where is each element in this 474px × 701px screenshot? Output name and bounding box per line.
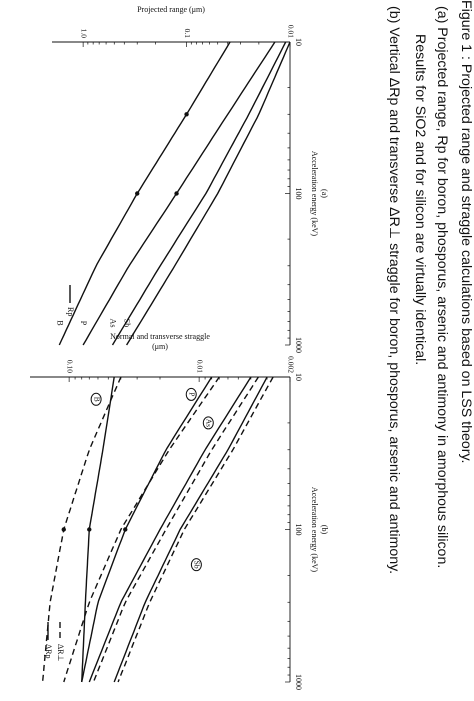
value-tick-label: 0.01 — [286, 25, 295, 38]
value-tick-label: 0.002 — [286, 356, 295, 373]
energy-axis-title: Acceleration energy (keV) — [310, 487, 319, 572]
series-label-b: B — [55, 320, 64, 325]
series-line-sb-solid — [113, 376, 268, 683]
caption-title: Figure 1 : Projected range and straggle … — [458, 0, 474, 464]
curve-label-ring — [90, 392, 102, 406]
energy-tick-label: 1000 — [294, 337, 303, 353]
series-line-b-solid — [58, 41, 231, 346]
energy-axis-title: Acceleration energy (keV) — [310, 151, 319, 236]
series-line-as-dashed — [92, 376, 259, 683]
curve-label-ring — [190, 558, 202, 572]
legend-label: ΔRp — [44, 644, 53, 658]
series-label-p: P — [79, 321, 88, 326]
data-point-marker — [61, 527, 66, 532]
series-line-as-solid — [88, 376, 252, 683]
value-tick-label: 0.01 — [195, 360, 204, 373]
series-label-as: As — [109, 319, 118, 328]
data-point-marker — [174, 191, 179, 196]
curve-label-ring — [185, 387, 197, 401]
figure-caption: Figure 1 : Projected range and straggle … — [344, 0, 474, 696]
chart-panel-b: 10 100 1000 0.002 0.01 0.10 Acceleration energ… — [30, 332, 329, 690]
series-line-p-solid — [81, 376, 213, 683]
curve-label-ring — [202, 416, 214, 430]
series-line-b-solid — [81, 376, 115, 683]
caption-item-b: (b) Vertical ΔRp and transverse ΔR⊥ stra… — [386, 6, 402, 575]
series-line-sb-dashed — [117, 376, 274, 683]
data-point-marker — [184, 112, 189, 117]
caption-item-a: (a) Projected range, Rp for boron, phosp… — [434, 6, 450, 569]
value-axis-title: (μm) — [152, 342, 168, 351]
series-line-p-dashed — [63, 376, 220, 683]
energy-tick-label: 10 — [294, 38, 303, 46]
series-line-sb-solid — [126, 41, 291, 346]
series-label-sb: Sb — [123, 319, 132, 327]
curve-label-p: P — [188, 392, 197, 396]
caption-item-a-note: Results for SiO2 and for silicon are vir… — [412, 34, 428, 366]
curve-label-as: As — [205, 419, 214, 427]
energy-tick-label: 1000 — [294, 674, 303, 690]
data-point-marker — [123, 527, 128, 532]
data-point-marker — [87, 527, 92, 532]
panel-label: (a) — [320, 189, 329, 198]
series-line-p-solid — [82, 41, 276, 346]
curve-label-b: B — [92, 397, 101, 402]
legend-label: Rp — [66, 307, 75, 316]
energy-tick-label: 10 — [294, 373, 303, 381]
data-point-marker — [135, 191, 140, 196]
value-tick-label: 0.1 — [183, 29, 192, 39]
legend-label: ΔR⊥ — [56, 644, 65, 661]
chart-panel-a: 10 100 1000 0.01 0.1 1.0 Acceleration energy (… — [52, 5, 329, 353]
energy-tick-label: 100 — [294, 524, 303, 536]
series-line-b-dashed — [41, 376, 122, 683]
energy-tick-label: 100 — [294, 188, 303, 200]
value-tick-label: 0.10 — [65, 360, 74, 373]
value-axis-title: Projected range (μm) — [137, 5, 205, 14]
series-line-as-solid — [111, 41, 287, 346]
panel-label: (b) — [320, 525, 329, 535]
value-axis-title: Normal and transverse straggle — [110, 332, 210, 341]
curve-label-sb: Sb — [193, 561, 202, 569]
value-tick-label: 1.0 — [79, 29, 88, 39]
